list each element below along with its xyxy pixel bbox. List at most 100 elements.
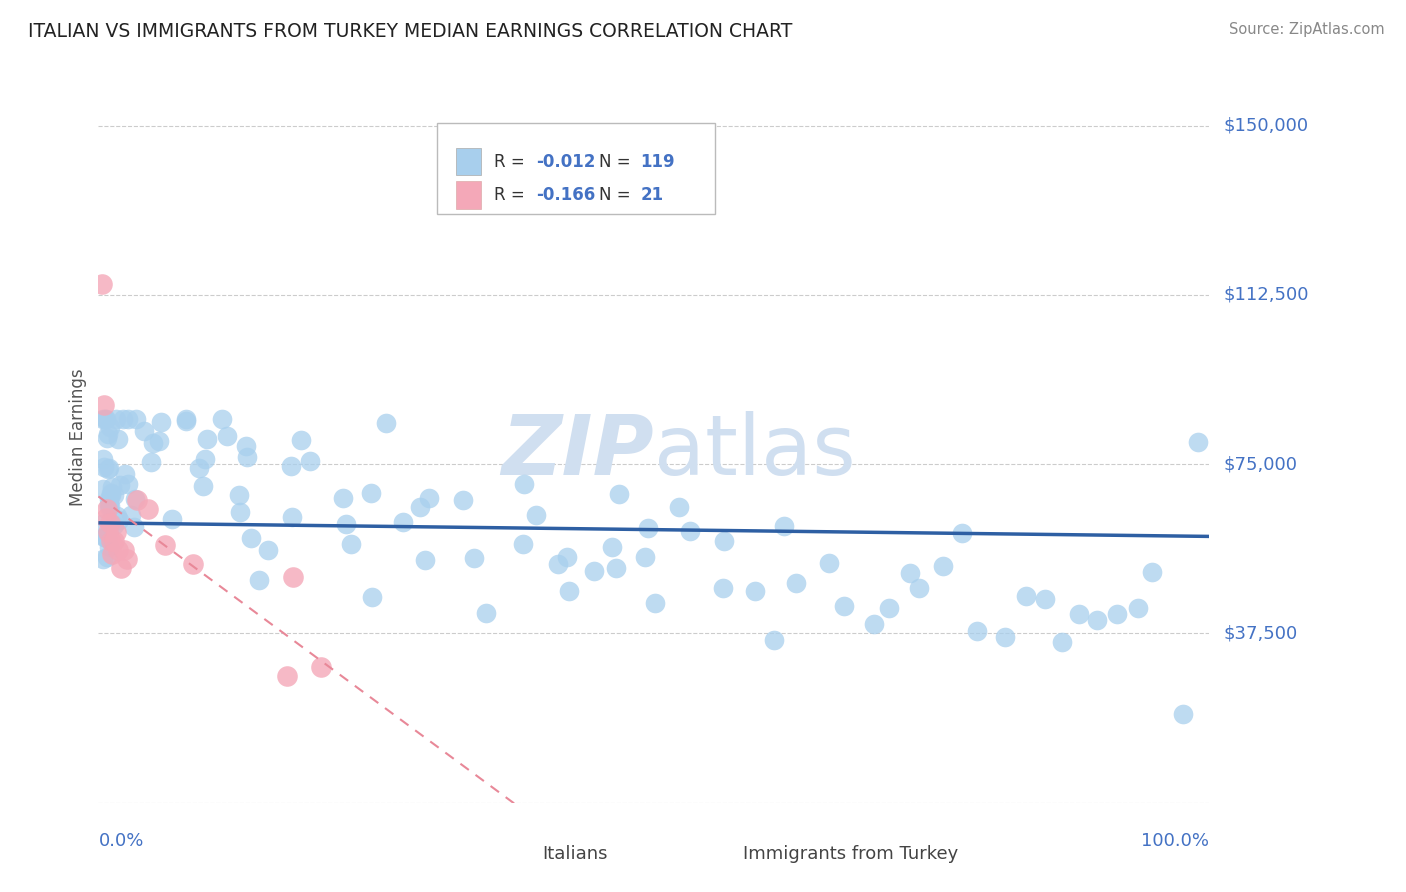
Point — [127, 493, 149, 508]
Text: ZIP: ZIP — [501, 411, 654, 492]
Point — [181, 557, 204, 571]
Point — [375, 416, 398, 430]
Point — [211, 412, 233, 426]
Point — [339, 537, 361, 551]
Point — [103, 533, 125, 548]
Text: $150,000: $150,000 — [1223, 117, 1308, 135]
Point — [247, 574, 270, 588]
Point — [94, 412, 117, 426]
Text: Italians: Italians — [543, 845, 609, 863]
Point — [637, 520, 659, 534]
Point — [125, 412, 148, 426]
Point — [256, 542, 278, 557]
Point — [98, 516, 121, 530]
Point — [558, 583, 581, 598]
Text: R =: R = — [494, 186, 530, 204]
Point — [582, 564, 605, 578]
Point — [228, 488, 250, 502]
Point — [117, 477, 139, 491]
Point — [600, 541, 623, 555]
Text: -0.166: -0.166 — [536, 186, 595, 204]
Point — [100, 548, 122, 562]
Text: Immigrants from Turkey: Immigrants from Turkey — [742, 845, 957, 863]
Point — [100, 486, 122, 500]
Point — [124, 492, 146, 507]
Point — [148, 434, 170, 448]
Point — [898, 566, 921, 580]
Point — [744, 584, 766, 599]
Point — [607, 487, 630, 501]
Point — [290, 433, 312, 447]
Point — [463, 550, 485, 565]
Point — [863, 616, 886, 631]
Point — [97, 524, 120, 539]
FancyBboxPatch shape — [706, 840, 731, 870]
Point — [524, 508, 547, 522]
Point — [309, 660, 332, 674]
Point — [1107, 607, 1129, 622]
Point — [235, 450, 257, 464]
Point — [93, 399, 115, 413]
Point — [235, 439, 257, 453]
Point — [149, 415, 172, 429]
Point — [239, 531, 262, 545]
Point — [644, 596, 666, 610]
Point — [360, 485, 382, 500]
Text: 119: 119 — [641, 153, 675, 170]
Point — [360, 590, 382, 604]
Point — [96, 511, 118, 525]
Point — [1067, 607, 1090, 622]
Point — [1050, 634, 1073, 648]
Point — [195, 432, 218, 446]
Text: $37,500: $37,500 — [1223, 624, 1298, 642]
Point — [90, 277, 112, 291]
Point — [785, 576, 807, 591]
Point — [215, 429, 238, 443]
Point — [679, 524, 702, 538]
Point — [1171, 706, 1194, 721]
Point — [413, 553, 436, 567]
Text: $112,500: $112,500 — [1223, 285, 1309, 304]
Point — [97, 500, 120, 515]
Point — [1140, 566, 1163, 580]
Point — [512, 476, 534, 491]
Point — [94, 412, 117, 426]
Point — [475, 606, 498, 620]
Point — [91, 551, 114, 566]
Point — [101, 480, 124, 494]
Text: -0.012: -0.012 — [536, 153, 595, 170]
Text: 21: 21 — [641, 186, 664, 204]
FancyBboxPatch shape — [437, 122, 714, 214]
Point — [96, 430, 118, 444]
Point — [1033, 591, 1056, 606]
Point — [276, 669, 298, 683]
Point — [105, 508, 128, 523]
Point — [555, 549, 578, 564]
Point — [91, 451, 114, 466]
Text: atlas: atlas — [654, 411, 855, 492]
Point — [98, 499, 121, 513]
Point — [547, 558, 569, 572]
Point — [711, 581, 734, 595]
Point — [160, 512, 183, 526]
Point — [98, 420, 121, 434]
Point — [966, 624, 988, 639]
Point — [772, 519, 794, 533]
Point — [110, 561, 132, 575]
Point — [418, 491, 440, 506]
Point — [834, 599, 856, 613]
Point — [193, 479, 215, 493]
Point — [1128, 601, 1150, 615]
Text: $75,000: $75,000 — [1223, 455, 1298, 473]
Point — [908, 581, 931, 595]
Point — [174, 414, 197, 428]
Text: 100.0%: 100.0% — [1142, 832, 1209, 850]
Point — [332, 491, 354, 505]
Point — [299, 454, 322, 468]
Text: R =: R = — [494, 153, 530, 170]
Point — [105, 524, 128, 539]
Point — [713, 533, 735, 548]
Point — [111, 412, 134, 426]
Point — [93, 530, 115, 544]
Point — [605, 561, 627, 575]
